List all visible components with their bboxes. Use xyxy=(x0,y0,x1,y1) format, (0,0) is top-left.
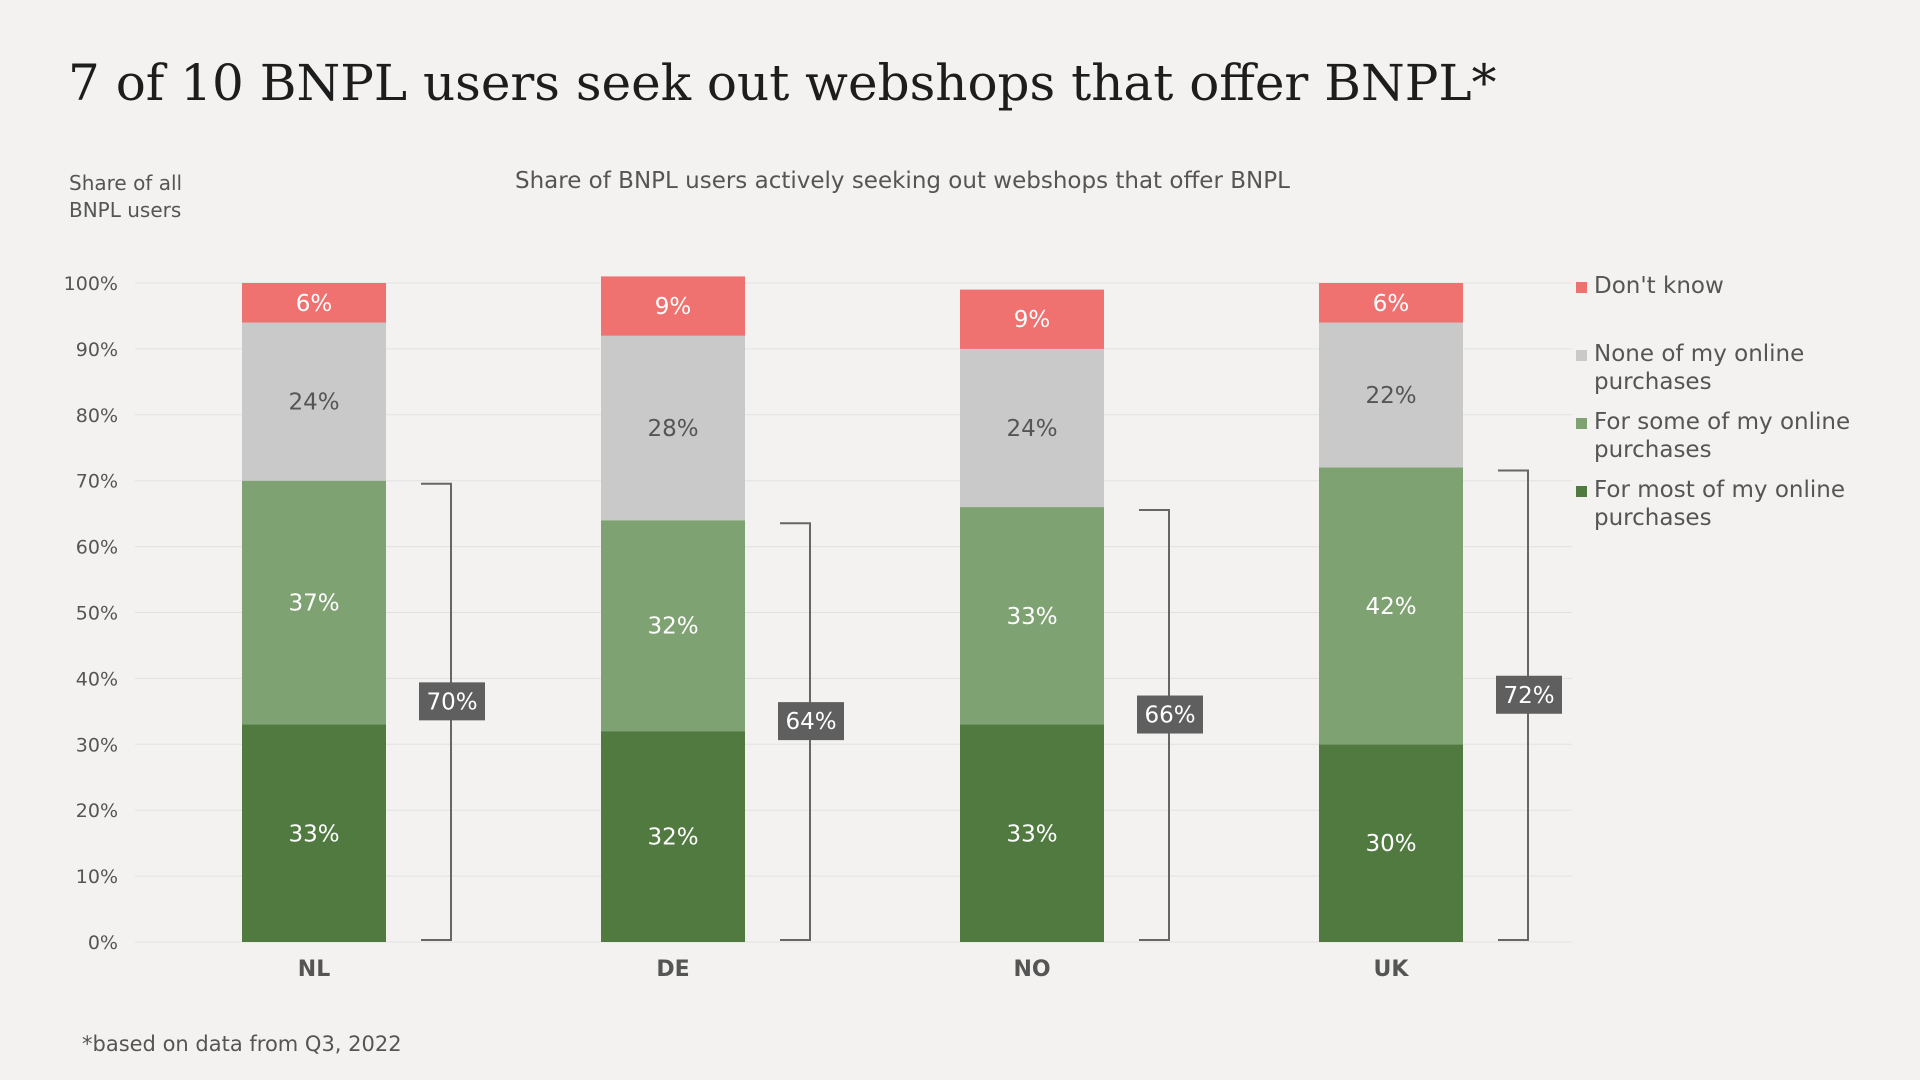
total-label: 64% xyxy=(785,709,836,735)
total-label-box xyxy=(419,682,485,721)
legend-label: None of my online purchases xyxy=(1594,341,1805,395)
bar-segment xyxy=(960,348,1104,508)
y-tick-label: 10% xyxy=(76,866,118,888)
bar-segment-label: 32% xyxy=(647,825,698,851)
y-tick-label: 20% xyxy=(76,800,118,822)
y-axis-label: Share of all BNPL users xyxy=(69,171,183,222)
bar-segment xyxy=(601,731,745,942)
legend-item-none: None of my online purchases xyxy=(1576,340,1906,396)
bar-segment-label: 32% xyxy=(647,614,698,640)
total-label: 72% xyxy=(1503,683,1554,709)
x-tick-label: UK xyxy=(1374,957,1410,982)
total-label-box xyxy=(778,702,844,741)
bar-segment-label: 6% xyxy=(1373,291,1410,317)
bar-segment xyxy=(1319,744,1463,942)
y-tick-label: 30% xyxy=(76,734,118,756)
y-tick-label: 40% xyxy=(76,668,118,690)
total-label-box xyxy=(1496,675,1562,714)
x-tick-label: DE xyxy=(656,957,689,982)
y-tick-label: 70% xyxy=(76,471,118,493)
bar-segment xyxy=(601,335,745,521)
total-label-box xyxy=(1137,695,1203,734)
bar-segment-label: 33% xyxy=(1006,604,1057,630)
bar-segment xyxy=(242,283,386,323)
legend-item-some: For some of my online purchases xyxy=(1576,408,1906,464)
bar-segment-label: 33% xyxy=(288,821,339,847)
total-label: 70% xyxy=(426,689,477,715)
bar-segment xyxy=(242,480,386,725)
bar-segment-label: 33% xyxy=(1006,821,1057,847)
legend-label: For most of my online purchases xyxy=(1594,477,1846,531)
legend-label: Don't know xyxy=(1594,273,1724,299)
bar-segment xyxy=(1319,322,1463,468)
chart-subtitle: Share of BNPL users actively seeking out… xyxy=(515,168,1290,194)
y-tick-label: 90% xyxy=(76,339,118,361)
bar-segment xyxy=(1319,283,1463,323)
bar-segment-label: 42% xyxy=(1365,594,1416,620)
bar-segment xyxy=(242,724,386,942)
footnote: *based on data from Q3, 2022 xyxy=(82,1032,402,1056)
bar-segment xyxy=(1319,467,1463,745)
x-tick-label: NO xyxy=(1013,957,1050,982)
bar-segment xyxy=(960,289,1104,349)
y-tick-label: 50% xyxy=(76,603,118,625)
legend-item-most: For most of my online purchases xyxy=(1576,476,1906,532)
legend-swatch xyxy=(1576,350,1587,361)
y-tick-label: 60% xyxy=(76,537,118,559)
bar-segment xyxy=(601,276,745,336)
bar-segment-label: 9% xyxy=(655,294,692,320)
bar-segment xyxy=(601,520,745,732)
total-label: 66% xyxy=(1144,703,1195,729)
y-tick-label: 0% xyxy=(88,932,118,954)
bar-segment-label: 30% xyxy=(1365,831,1416,857)
bar-segment xyxy=(242,322,386,481)
y-tick-label: 100% xyxy=(64,273,118,295)
bar-segment-label: 24% xyxy=(1006,416,1057,442)
bar-segment-label: 28% xyxy=(647,416,698,442)
legend-swatch xyxy=(1576,418,1587,429)
legend-item-dont-know: Don't know xyxy=(1576,272,1906,300)
legend-swatch xyxy=(1576,486,1587,497)
legend: Don't know None of my online purchases F… xyxy=(1576,272,1906,544)
bar-segment-label: 24% xyxy=(288,390,339,416)
legend-swatch xyxy=(1576,282,1587,293)
bar-segment-label: 22% xyxy=(1365,383,1416,409)
bar-segment xyxy=(960,507,1104,725)
x-tick-label: NL xyxy=(298,957,330,982)
bar-segment-label: 6% xyxy=(296,291,333,317)
bar-segment-label: 37% xyxy=(288,591,339,617)
chart-title: 7 of 10 BNPL users seek out webshops tha… xyxy=(68,54,1497,112)
bar-segment xyxy=(960,724,1104,942)
legend-label: For some of my online purchases xyxy=(1594,409,1851,463)
y-tick-label: 80% xyxy=(76,405,118,427)
bar-segment-label: 9% xyxy=(1014,307,1051,333)
